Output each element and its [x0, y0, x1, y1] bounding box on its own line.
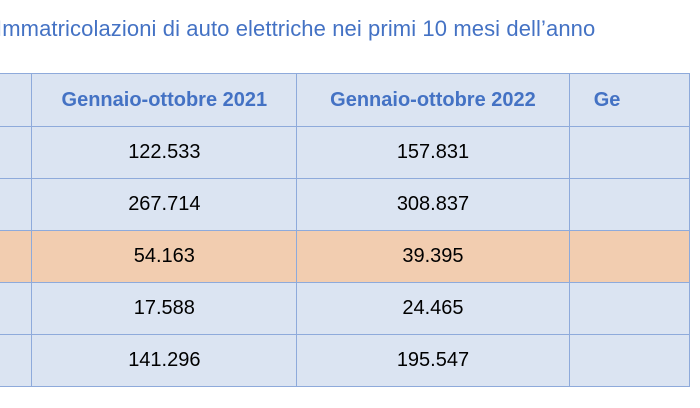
table-row: 141.296 195.547: [0, 334, 691, 387]
value-cell-2022: 24.465: [296, 282, 570, 335]
row-label-cell: [0, 178, 33, 231]
value-cell-2021: 141.296: [31, 334, 298, 387]
value-cell-2021: 267.714: [31, 178, 298, 231]
value-cell-2022: 157.831: [296, 126, 570, 179]
value-cell-2021: 17.588: [31, 282, 298, 335]
value-cell-partial: [568, 126, 691, 179]
value-cell-2022: 308.837: [296, 178, 570, 231]
table-row: 17.588 24.465: [0, 282, 691, 335]
data-table-container: Gennaio-ottobre 2021 Gennaio-ottobre 202…: [0, 73, 700, 408]
page-title: Immatricolazioni di auto elettriche nei …: [0, 16, 596, 41]
row-label-cell: [0, 230, 33, 283]
header-cell-2022: Gennaio-ottobre 2022: [296, 73, 570, 127]
table-header-row: Gennaio-ottobre 2021 Gennaio-ottobre 202…: [0, 73, 691, 127]
row-label-cell: [0, 334, 33, 387]
value-cell-2022: 39.395: [296, 230, 570, 283]
header-cell-partial: Ge: [568, 73, 691, 127]
value-cell-partial: [568, 334, 691, 387]
header-cell-2021: Gennaio-ottobre 2021: [31, 73, 298, 127]
value-cell-2022: 195.547: [296, 334, 570, 387]
value-cell-partial: [568, 178, 691, 231]
row-label-cell: [0, 282, 33, 335]
table-row: 267.714 308.837: [0, 178, 691, 231]
row-label-cell: [0, 126, 33, 179]
value-cell-partial: [568, 230, 691, 283]
value-cell-partial: [568, 282, 691, 335]
header-cell-label: [0, 73, 33, 127]
value-cell-2021: 122.533: [31, 126, 298, 179]
data-table: Gennaio-ottobre 2021 Gennaio-ottobre 202…: [0, 73, 691, 387]
table-row-highlighted: 54.163 39.395: [0, 230, 691, 283]
value-cell-2021: 54.163: [31, 230, 298, 283]
table-row: 122.533 157.831: [0, 126, 691, 179]
